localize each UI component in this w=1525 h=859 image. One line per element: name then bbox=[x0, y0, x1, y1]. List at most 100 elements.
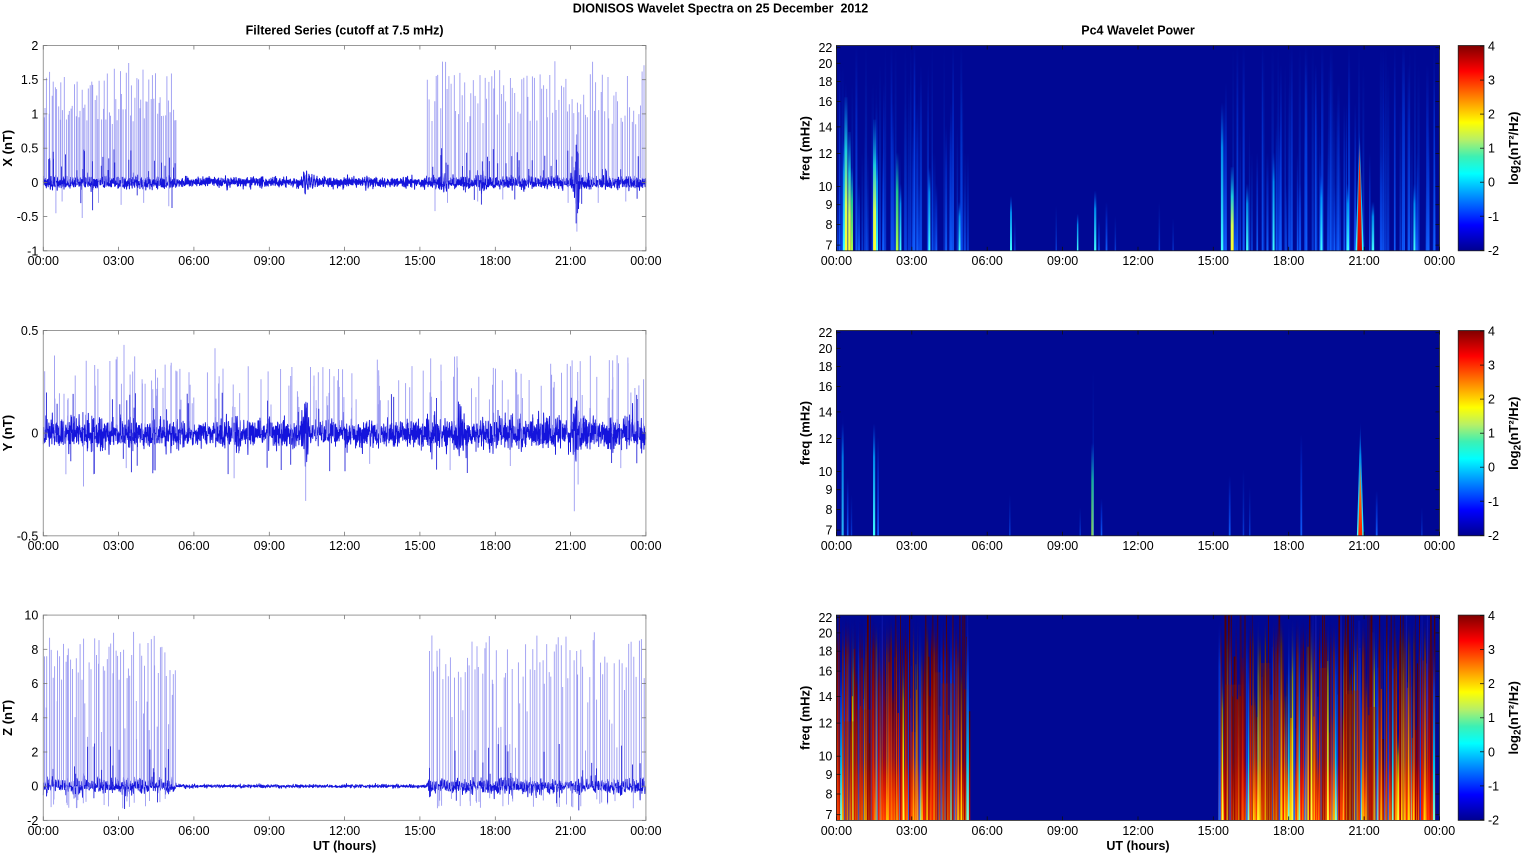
svg-text:X (nT): X (nT) bbox=[0, 130, 15, 167]
svg-text:UT (hours): UT (hours) bbox=[1106, 839, 1169, 853]
svg-text:21:00: 21:00 bbox=[1348, 824, 1379, 838]
svg-text:DIONISOS Wavelet Spectra on 25: DIONISOS Wavelet Spectra on 25 December … bbox=[573, 1, 869, 15]
svg-text:12:00: 12:00 bbox=[329, 824, 360, 838]
svg-text:14: 14 bbox=[818, 405, 832, 419]
svg-text:9: 9 bbox=[825, 198, 832, 212]
svg-text:7: 7 bbox=[825, 808, 832, 822]
svg-text:00:00: 00:00 bbox=[28, 539, 59, 553]
svg-text:12:00: 12:00 bbox=[329, 539, 360, 553]
svg-text:9: 9 bbox=[825, 768, 832, 782]
svg-text:00:00: 00:00 bbox=[630, 539, 661, 553]
svg-text:-1: -1 bbox=[27, 244, 38, 258]
svg-text:2: 2 bbox=[31, 746, 38, 760]
svg-text:0: 0 bbox=[31, 176, 38, 190]
svg-text:15:00: 15:00 bbox=[1198, 254, 1229, 268]
svg-text:09:00: 09:00 bbox=[254, 824, 285, 838]
svg-text:21:00: 21:00 bbox=[555, 539, 586, 553]
svg-text:00:00: 00:00 bbox=[821, 824, 852, 838]
svg-text:18:00: 18:00 bbox=[1273, 539, 1304, 553]
svg-text:09:00: 09:00 bbox=[254, 254, 285, 268]
svg-text:Z (nT): Z (nT) bbox=[0, 700, 15, 736]
svg-text:2: 2 bbox=[1488, 677, 1495, 691]
svg-text:22: 22 bbox=[818, 41, 832, 55]
svg-text:3: 3 bbox=[1488, 359, 1495, 373]
svg-text:10: 10 bbox=[818, 465, 832, 479]
svg-text:18:00: 18:00 bbox=[1273, 824, 1304, 838]
svg-text:2: 2 bbox=[1488, 393, 1495, 407]
svg-text:20: 20 bbox=[818, 626, 832, 640]
svg-text:16: 16 bbox=[818, 380, 832, 394]
svg-text:UT (hours): UT (hours) bbox=[313, 839, 376, 853]
svg-text:00:00: 00:00 bbox=[630, 824, 661, 838]
svg-text:03:00: 03:00 bbox=[896, 254, 927, 268]
svg-text:4: 4 bbox=[1488, 325, 1495, 339]
svg-text:Y (nT): Y (nT) bbox=[0, 415, 15, 452]
svg-text:4: 4 bbox=[31, 711, 38, 725]
svg-text:10: 10 bbox=[24, 609, 38, 623]
svg-text:00:00: 00:00 bbox=[1424, 824, 1455, 838]
svg-text:8: 8 bbox=[825, 788, 832, 802]
svg-text:1: 1 bbox=[31, 107, 38, 121]
svg-text:06:00: 06:00 bbox=[972, 824, 1003, 838]
svg-text:-2: -2 bbox=[1488, 244, 1499, 258]
svg-text:0: 0 bbox=[1488, 745, 1495, 759]
svg-text:4: 4 bbox=[1488, 40, 1495, 54]
svg-text:03:00: 03:00 bbox=[103, 539, 134, 553]
svg-text:log2(nT²/Hz): log2(nT²/Hz) bbox=[1506, 681, 1524, 754]
svg-text:3: 3 bbox=[1488, 643, 1495, 657]
svg-text:06:00: 06:00 bbox=[178, 824, 209, 838]
svg-text:8: 8 bbox=[825, 503, 832, 517]
svg-text:21:00: 21:00 bbox=[1348, 254, 1379, 268]
svg-text:0: 0 bbox=[1488, 176, 1495, 190]
svg-text:7: 7 bbox=[825, 524, 832, 538]
svg-text:-0.5: -0.5 bbox=[17, 529, 39, 543]
svg-text:8: 8 bbox=[825, 218, 832, 232]
svg-text:4: 4 bbox=[1488, 609, 1495, 623]
svg-text:06:00: 06:00 bbox=[178, 539, 209, 553]
svg-text:09:00: 09:00 bbox=[1047, 824, 1078, 838]
svg-text:18:00: 18:00 bbox=[480, 254, 511, 268]
svg-text:06:00: 06:00 bbox=[972, 254, 1003, 268]
svg-text:Filtered Series (cutoff at 7.5: Filtered Series (cutoff at 7.5 mHz) bbox=[246, 24, 444, 38]
svg-text:1: 1 bbox=[1488, 711, 1495, 725]
svg-text:15:00: 15:00 bbox=[404, 539, 435, 553]
svg-text:10: 10 bbox=[818, 180, 832, 194]
svg-text:18:00: 18:00 bbox=[480, 824, 511, 838]
svg-text:-0.5: -0.5 bbox=[17, 210, 39, 224]
svg-text:-2: -2 bbox=[1488, 813, 1499, 827]
svg-text:03:00: 03:00 bbox=[103, 824, 134, 838]
svg-text:3: 3 bbox=[1488, 74, 1495, 88]
svg-text:00:00: 00:00 bbox=[821, 539, 852, 553]
svg-text:Pc4 Wavelet Power: Pc4 Wavelet Power bbox=[1081, 24, 1195, 38]
svg-text:-2: -2 bbox=[27, 814, 38, 828]
svg-text:14: 14 bbox=[818, 690, 832, 704]
svg-text:8: 8 bbox=[31, 643, 38, 657]
svg-text:21:00: 21:00 bbox=[1348, 539, 1379, 553]
svg-text:freq (mHz): freq (mHz) bbox=[798, 116, 813, 180]
svg-text:09:00: 09:00 bbox=[1047, 254, 1078, 268]
svg-text:1: 1 bbox=[1488, 142, 1495, 156]
svg-text:00:00: 00:00 bbox=[28, 254, 59, 268]
svg-text:12: 12 bbox=[818, 717, 832, 731]
svg-text:1.5: 1.5 bbox=[21, 73, 38, 87]
svg-text:18:00: 18:00 bbox=[480, 539, 511, 553]
svg-text:12: 12 bbox=[818, 147, 832, 161]
svg-text:00:00: 00:00 bbox=[28, 824, 59, 838]
svg-text:09:00: 09:00 bbox=[254, 539, 285, 553]
svg-text:7: 7 bbox=[825, 239, 832, 253]
svg-text:20: 20 bbox=[818, 342, 832, 356]
svg-text:18:00: 18:00 bbox=[1273, 254, 1304, 268]
svg-text:14: 14 bbox=[818, 120, 832, 134]
svg-text:18: 18 bbox=[818, 645, 832, 659]
svg-text:log2(nT²/Hz): log2(nT²/Hz) bbox=[1506, 111, 1524, 184]
svg-text:22: 22 bbox=[818, 611, 832, 625]
svg-text:0.5: 0.5 bbox=[21, 142, 38, 156]
svg-text:-1: -1 bbox=[1488, 210, 1499, 224]
svg-text:16: 16 bbox=[818, 665, 832, 679]
svg-text:00:00: 00:00 bbox=[1424, 254, 1455, 268]
svg-text:03:00: 03:00 bbox=[103, 254, 134, 268]
svg-text:03:00: 03:00 bbox=[896, 824, 927, 838]
svg-text:20: 20 bbox=[818, 57, 832, 71]
svg-text:12:00: 12:00 bbox=[1122, 539, 1153, 553]
svg-text:12: 12 bbox=[818, 432, 832, 446]
